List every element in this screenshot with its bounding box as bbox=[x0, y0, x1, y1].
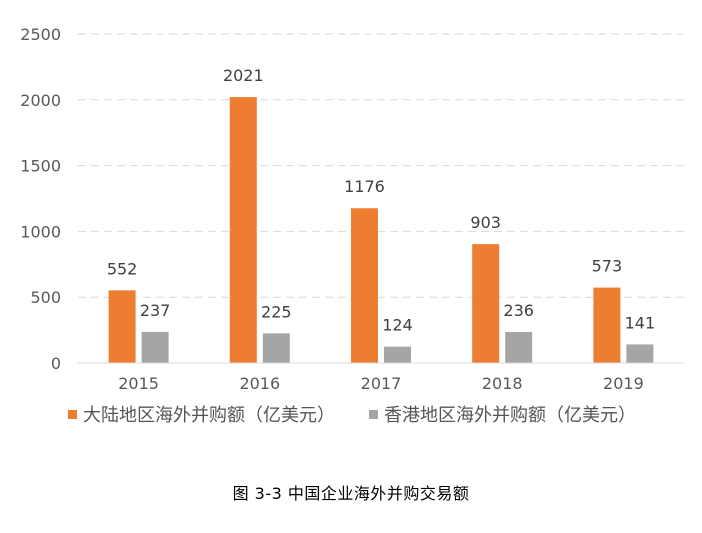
x-tick-label-2018: 2018 bbox=[482, 374, 523, 393]
data-label-hongkong-2016: 225 bbox=[261, 302, 292, 321]
legend: 大陆地区海外并购额（亿美元） 香港地区海外并购额（亿美元） bbox=[68, 401, 636, 427]
figure-caption: 图 3-3 中国企业海外并购交易额 bbox=[232, 484, 470, 503]
y-tick-label-0: 0 bbox=[51, 354, 61, 373]
data-label-hongkong-2015: 237 bbox=[140, 301, 171, 320]
y-axis: 0 500 1000 1500 2000 2500 bbox=[20, 25, 61, 373]
legend-label-mainland: 大陆地区海外并购额（亿美元） bbox=[83, 405, 335, 426]
bar-hongkong-2016 bbox=[262, 333, 290, 363]
legend-swatch-mainland bbox=[68, 409, 77, 419]
bar-hongkong-2017 bbox=[384, 346, 411, 363]
data-label-mainland-2015: 552 bbox=[107, 259, 138, 278]
y-tick-label-2500: 2500 bbox=[20, 25, 61, 44]
bar-mainland-2015 bbox=[108, 290, 136, 363]
data-label-hongkong-2019: 141 bbox=[625, 313, 656, 332]
bar-hongkong-2019 bbox=[626, 344, 654, 363]
bar-hongkong-2018 bbox=[505, 331, 533, 363]
data-label-mainland-2019: 573 bbox=[592, 257, 623, 276]
x-axis: 2015 2016 2017 2018 2019 bbox=[78, 362, 684, 393]
gridlines bbox=[78, 33, 684, 298]
bar-hongkong-2015 bbox=[141, 331, 169, 363]
legend-label-hongkong: 香港地区海外并购额（亿美元） bbox=[384, 405, 636, 426]
y-tick-label-2000: 2000 bbox=[20, 91, 61, 110]
y-tick-label-500: 500 bbox=[30, 288, 61, 307]
data-label-hongkong-2017: 124 bbox=[382, 316, 413, 335]
x-tick-label-2016: 2016 bbox=[239, 374, 280, 393]
data-label-hongkong-2018: 236 bbox=[503, 301, 534, 320]
x-tick-label-2019: 2019 bbox=[603, 374, 644, 393]
data-labels: 552 237 2021 225 1176 124 903 236 573 141 bbox=[107, 66, 655, 335]
bar-mainland-2016 bbox=[229, 97, 257, 363]
y-tick-label-1000: 1000 bbox=[20, 222, 61, 241]
data-label-mainland-2017: 1176 bbox=[344, 177, 385, 196]
data-label-mainland-2016: 2021 bbox=[223, 66, 264, 85]
bar-mainland-2018 bbox=[472, 244, 500, 363]
bar-mainland-2019 bbox=[593, 287, 621, 363]
bar-mainland-2017 bbox=[351, 208, 378, 363]
y-tick-label-1500: 1500 bbox=[20, 157, 61, 176]
x-tick-label-2015: 2015 bbox=[118, 374, 159, 393]
legend-swatch-hongkong bbox=[369, 409, 378, 419]
legend-item-mainland: 大陆地区海外并购额（亿美元） bbox=[68, 401, 335, 427]
legend-item-hongkong: 香港地区海外并购额（亿美元） bbox=[369, 401, 636, 427]
bars bbox=[108, 97, 654, 363]
bar-chart: 0 500 1000 1500 2000 2500 552 237 2021 225 1176 12… bbox=[20, 25, 684, 393]
data-label-mainland-2018: 903 bbox=[470, 213, 501, 232]
x-tick-label-2017: 2017 bbox=[361, 374, 402, 393]
